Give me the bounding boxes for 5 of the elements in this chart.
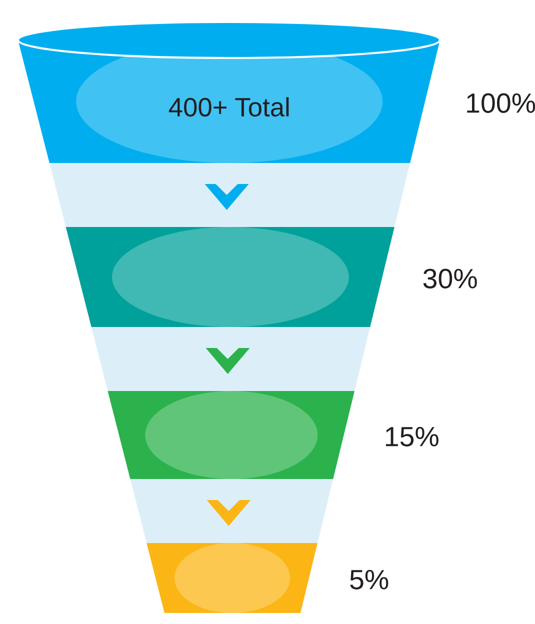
data-label: 5%	[350, 570, 388, 590]
data-label: 15%	[386, 426, 438, 446]
data-label: 100%	[467, 93, 535, 113]
category-label: 400+ Total	[168, 97, 289, 117]
data-label: 30%	[423, 268, 477, 288]
